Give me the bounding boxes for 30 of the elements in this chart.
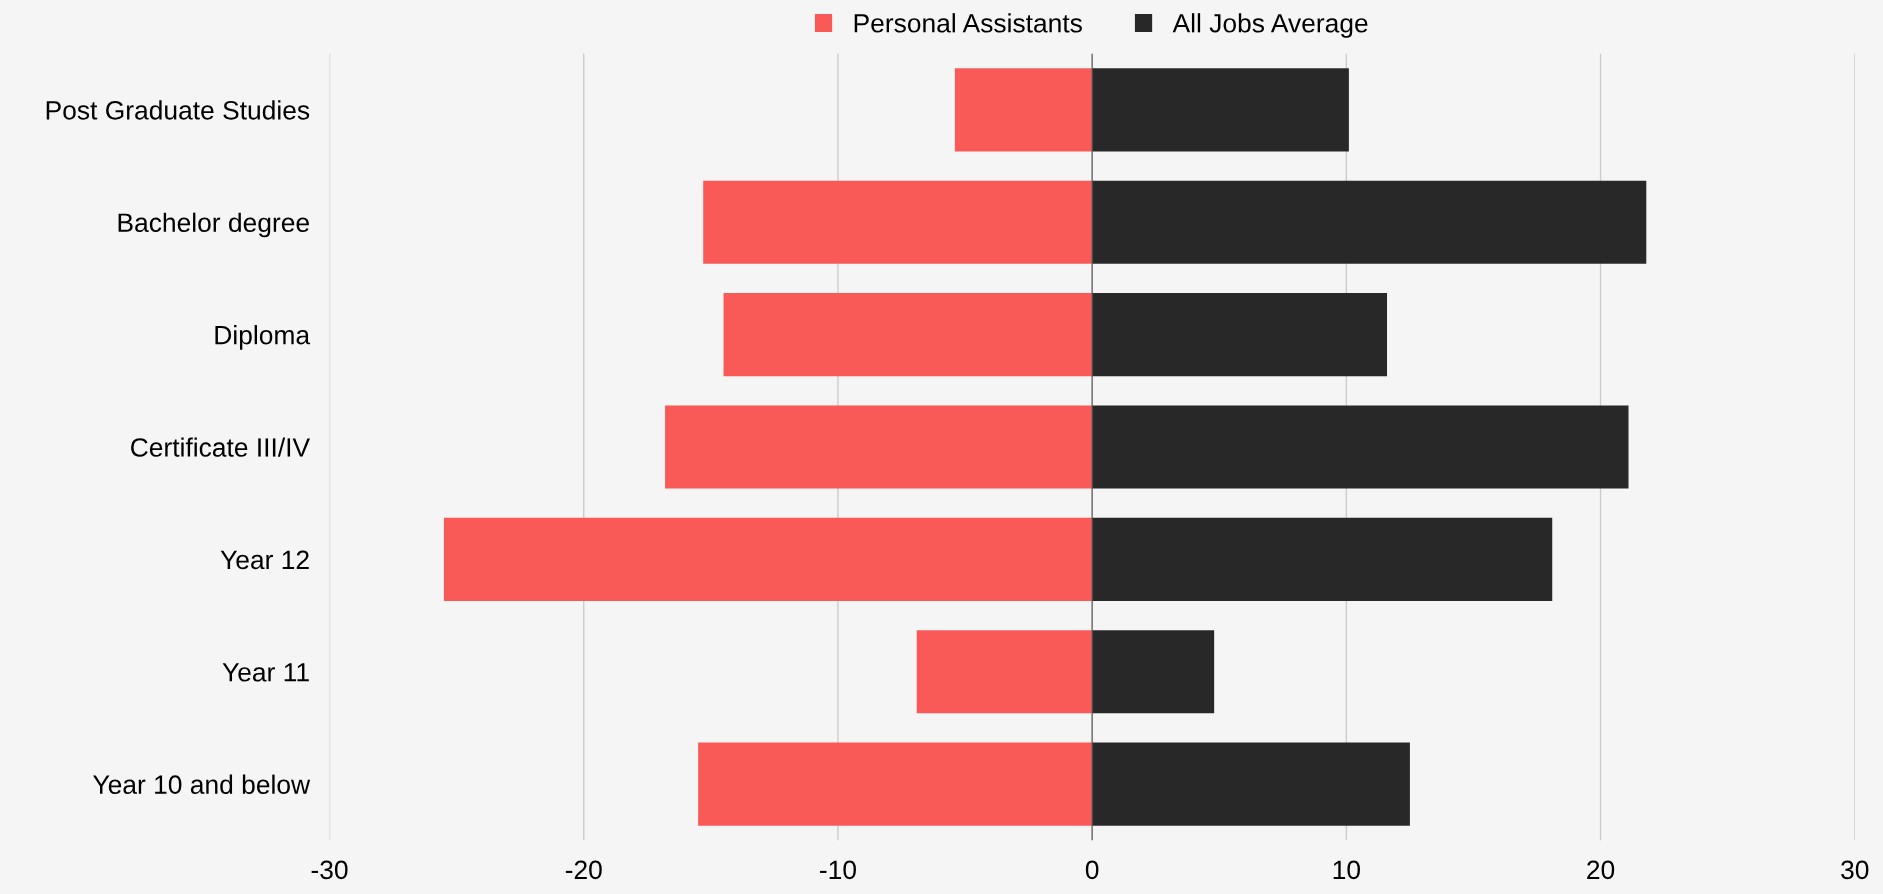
bar [723, 293, 1093, 377]
y-tick-label: Post Graduate Studies [46, 100, 310, 120]
y-tick-label: Year 12 [220, 550, 309, 570]
y-tick-label: Bachelor degree [118, 212, 309, 238]
bar [1092, 68, 1349, 152]
bar [1092, 630, 1215, 714]
bar [916, 630, 1093, 714]
x-tick-label: 20 [1587, 860, 1615, 880]
bar [1092, 405, 1629, 489]
x-tick-label: 30 [1841, 860, 1869, 880]
x-tick-label: 0 [1085, 860, 1099, 880]
bar [1092, 293, 1388, 377]
bar [1092, 180, 1647, 264]
bar [703, 180, 1093, 264]
x-tick-label: -20 [565, 860, 602, 880]
y-tick-label: Year 10 and below [93, 774, 311, 794]
y-tick-label: Certificate III/IV [131, 437, 310, 457]
bar [443, 517, 1093, 601]
legend-label: Personal Assistants [854, 13, 1082, 33]
y-tick-label: Year 11 [222, 663, 309, 682]
x-tick-label: -10 [820, 860, 856, 880]
bar [954, 68, 1093, 152]
x-tick-label: 10 [1333, 860, 1360, 880]
bar [665, 405, 1093, 489]
bar [1092, 742, 1410, 826]
legend-label: All Jobs Average [1172, 13, 1368, 38]
x-tick-label: -30 [311, 860, 348, 880]
y-tick-label: Diploma [215, 325, 311, 350]
bar [1092, 517, 1553, 601]
bar [698, 742, 1093, 826]
